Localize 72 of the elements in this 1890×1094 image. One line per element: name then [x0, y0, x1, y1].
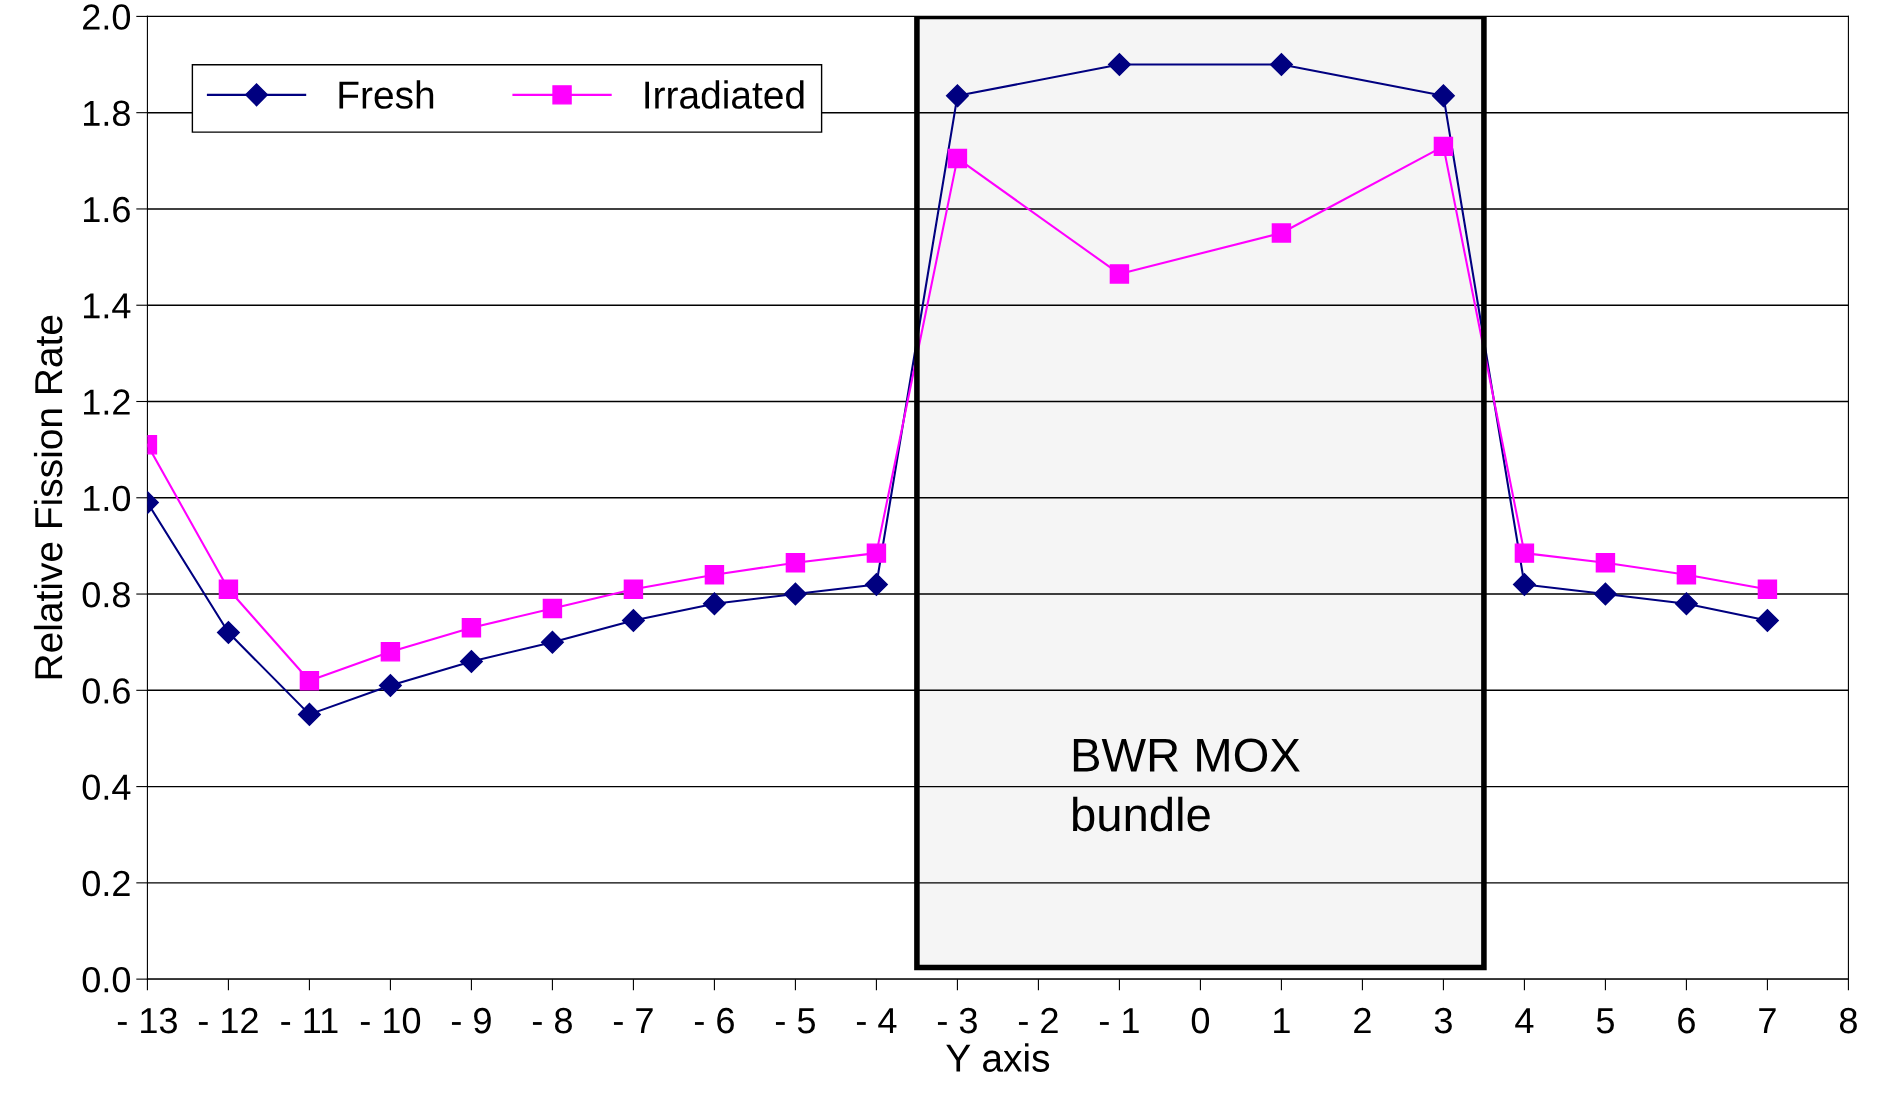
- x-tick-label: - 9: [451, 1007, 491, 1034]
- point: [947, 148, 968, 169]
- x-axis-title: Y axis: [946, 1043, 1050, 1072]
- point: [783, 582, 807, 606]
- point: [1755, 609, 1779, 633]
- point: [380, 642, 401, 662]
- x-tick-label: 8: [1839, 1007, 1857, 1034]
- point: [866, 543, 887, 563]
- x-tick-label: 6: [1678, 1007, 1695, 1034]
- x-tick-label: 7: [1759, 1008, 1776, 1034]
- point: [1676, 565, 1697, 585]
- y-axis-title: Relative Fission Rate: [33, 315, 63, 679]
- x-tick-label: 3: [1434, 1007, 1452, 1034]
- y-tick-label: 0.8: [82, 581, 130, 608]
- legend-label: Irradiated: [645, 80, 804, 109]
- y-tick-label: 1.0: [84, 485, 131, 512]
- point: [864, 572, 888, 596]
- x-tick-label: - 8: [532, 1007, 572, 1034]
- x-tick-label: - 2: [1018, 1007, 1058, 1034]
- legend-label: Fresh: [339, 80, 434, 109]
- y-tick-label: 0.0: [82, 967, 131, 993]
- x-tick-label: - 13: [117, 1007, 177, 1034]
- point: [540, 630, 564, 654]
- point: [216, 621, 240, 645]
- x-tick-label: - 11: [281, 1008, 338, 1034]
- band-label: BWR MOX bundle: [1073, 738, 1300, 832]
- x-tick-label: 0: [1191, 1007, 1210, 1034]
- y-tick-label: 0.6: [82, 678, 130, 704]
- x-tick-label: - 7: [613, 1008, 653, 1034]
- point: [459, 649, 483, 673]
- point: [1431, 84, 1455, 108]
- x-tick-label: 2: [1354, 1007, 1371, 1034]
- point: [704, 565, 725, 585]
- x-tick-label: 1: [1274, 1008, 1290, 1034]
- point: [1271, 223, 1292, 243]
- point: [542, 598, 563, 619]
- point: [1512, 572, 1536, 596]
- point: [297, 702, 321, 726]
- y-tick-label: 1.8: [84, 100, 130, 127]
- y-tick-label: 1.2: [84, 389, 130, 415]
- x-tick-label: - 12: [198, 1007, 258, 1034]
- point: [1674, 592, 1698, 616]
- point: [1595, 553, 1616, 573]
- x-tick-label: 4: [1515, 1008, 1534, 1034]
- y-tick-label: 1.6: [84, 196, 130, 223]
- point: [1433, 136, 1454, 157]
- point: [1109, 264, 1130, 284]
- point: [623, 579, 644, 599]
- point: [299, 670, 320, 691]
- y-tick-label: 0.4: [82, 774, 131, 801]
- x-tick-label: - 6: [694, 1007, 734, 1034]
- point: [1514, 543, 1535, 563]
- point: [1593, 582, 1617, 606]
- x-tick-label: - 4: [856, 1008, 897, 1034]
- y-tick-label: 1.4: [84, 293, 131, 319]
- point: [461, 618, 482, 638]
- point: [1757, 579, 1778, 599]
- point: [702, 592, 726, 616]
- point: [621, 609, 645, 633]
- y-tick-label: 2.0: [83, 4, 131, 30]
- point: [1269, 53, 1293, 77]
- x-tick-label: - 10: [360, 1007, 421, 1034]
- x-tick-label: - 3: [937, 1007, 977, 1034]
- x-tick-label: - 1: [1099, 1008, 1139, 1034]
- point: [218, 579, 239, 599]
- y-tick-label: 0.2: [82, 870, 130, 897]
- point: [378, 674, 402, 697]
- point: [945, 84, 969, 108]
- x-tick-label: - 5: [775, 1008, 815, 1034]
- point: [785, 553, 806, 573]
- x-tick-label: 5: [1596, 1008, 1614, 1034]
- point: [1107, 53, 1131, 77]
